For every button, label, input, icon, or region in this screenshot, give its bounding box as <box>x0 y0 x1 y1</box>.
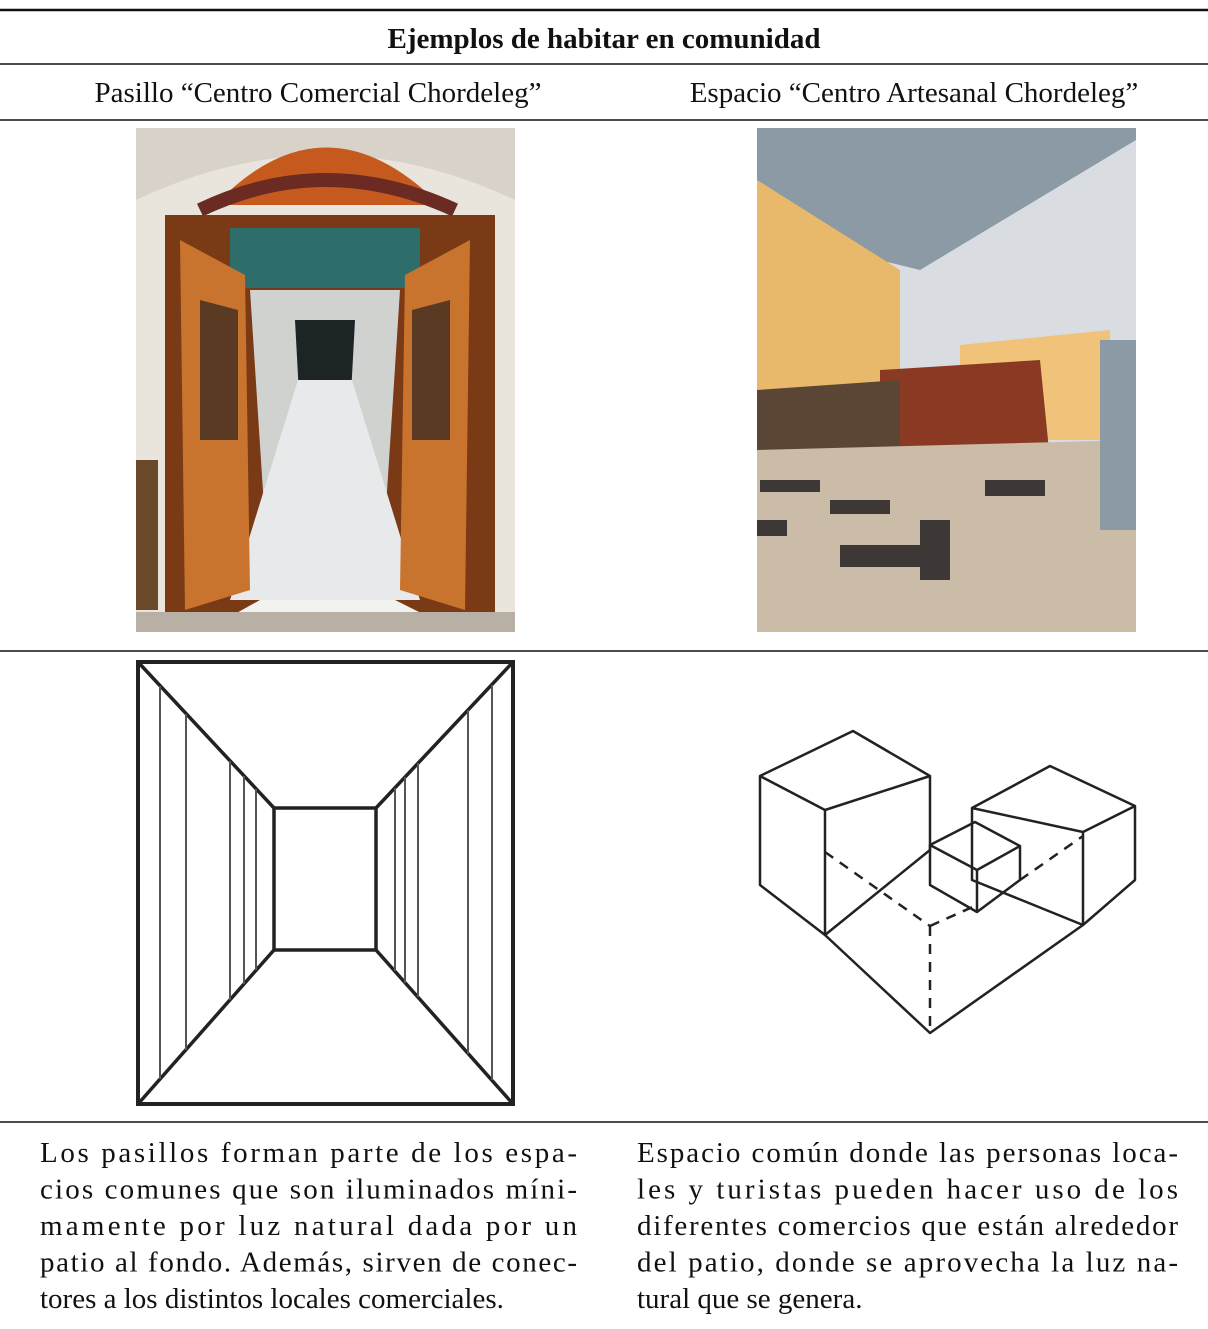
description-line: Espacio común donde las personas loca- <box>637 1137 1178 1169</box>
description-line: tores a los distintos locales comerciale… <box>40 1283 504 1315</box>
table-title: Ejemplos de habitar en comunidad <box>388 23 821 55</box>
description-line: diferentes comercios que están alrededor <box>637 1210 1178 1242</box>
hallway-photo <box>136 128 515 632</box>
column-header: Espacio “Centro Artesanal Chordeleg” <box>690 77 1139 109</box>
patio-diagram <box>758 729 1137 1035</box>
description-line: les y turistas pueden hacer uso de los <box>637 1174 1178 1206</box>
hallway-diagram <box>136 660 515 1106</box>
description-line: tural que se genera. <box>637 1283 862 1315</box>
descriptions: Los pasillos forman parte de los espa-ci… <box>40 1137 1178 1315</box>
column-header: Pasillo “Centro Comercial Chordeleg” <box>95 77 542 109</box>
description-line: patio al fondo. Además, sirven de conec- <box>40 1247 577 1279</box>
description-line: mamente por luz natural dada por un <box>40 1210 578 1242</box>
description-line: del patio, donde se aprovecha la luz na- <box>637 1247 1178 1279</box>
patio-photo <box>757 128 1136 632</box>
description-line: cios comunes que son iluminados míni- <box>40 1174 577 1206</box>
description-line: Los pasillos forman parte de los espa- <box>40 1137 577 1169</box>
